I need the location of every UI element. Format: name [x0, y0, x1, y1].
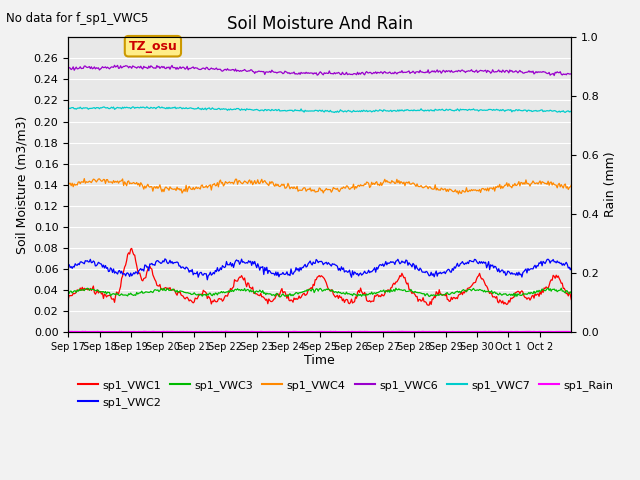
Legend: sp1_VWC1, sp1_VWC2, sp1_VWC3, sp1_VWC4, sp1_VWC6, sp1_VWC7, sp1_Rain: sp1_VWC1, sp1_VWC2, sp1_VWC3, sp1_VWC4, … [74, 376, 618, 412]
Y-axis label: Soil Moisture (m3/m3): Soil Moisture (m3/m3) [15, 116, 28, 254]
Y-axis label: Rain (mm): Rain (mm) [604, 152, 618, 217]
Text: TZ_osu: TZ_osu [129, 40, 177, 53]
Title: Soil Moisture And Rain: Soil Moisture And Rain [227, 15, 413, 33]
Text: No data for f_sp1_VWC5: No data for f_sp1_VWC5 [6, 12, 148, 25]
X-axis label: Time: Time [305, 354, 335, 367]
